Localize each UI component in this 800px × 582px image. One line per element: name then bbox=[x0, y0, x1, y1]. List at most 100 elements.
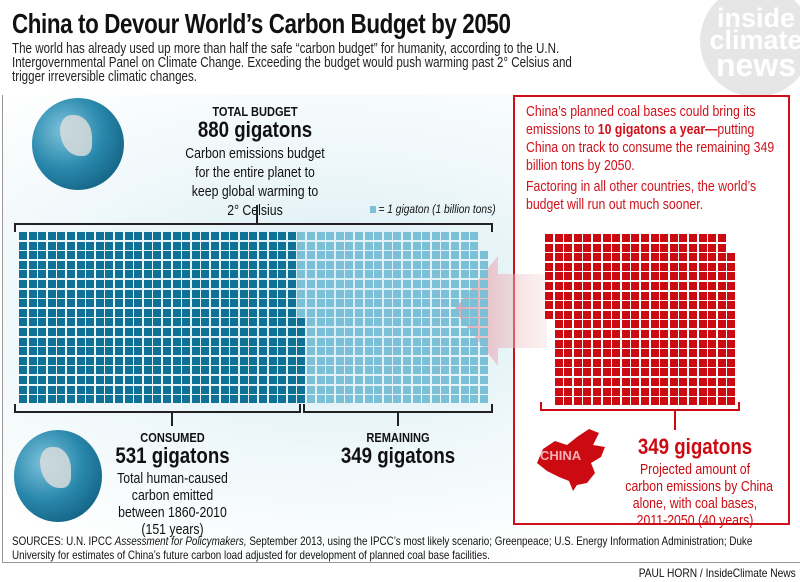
total-desc: 2° Celsius bbox=[227, 202, 283, 219]
remaining-square bbox=[335, 308, 344, 317]
china-square bbox=[717, 234, 726, 242]
consumed-square bbox=[86, 232, 95, 240]
consumed-square bbox=[211, 318, 219, 327]
china-square bbox=[554, 387, 563, 396]
china-square bbox=[554, 282, 563, 290]
consumed-square bbox=[76, 280, 85, 288]
china-square bbox=[554, 378, 563, 386]
remaining-square bbox=[364, 337, 373, 346]
china-square bbox=[708, 262, 717, 271]
remaining-square bbox=[470, 337, 479, 346]
consumed-square bbox=[143, 289, 152, 298]
china-square bbox=[689, 320, 697, 329]
remaining-square bbox=[403, 337, 411, 346]
remaining-square bbox=[383, 280, 392, 288]
remaining-square bbox=[441, 385, 450, 394]
remaining-square bbox=[479, 395, 488, 404]
china-square bbox=[708, 397, 717, 406]
consumed-square bbox=[115, 308, 123, 317]
remaining-square bbox=[307, 308, 315, 317]
consumed-square bbox=[28, 347, 37, 356]
remaining-square bbox=[422, 289, 431, 298]
consumed-square bbox=[67, 299, 75, 308]
consumed-square bbox=[38, 232, 47, 240]
remaining-square bbox=[374, 328, 383, 336]
remaining-square bbox=[374, 260, 383, 269]
consumed-square bbox=[143, 318, 152, 327]
consumed-square bbox=[230, 385, 239, 394]
china-square bbox=[602, 320, 611, 329]
consumed-square bbox=[57, 366, 66, 375]
remaining-square bbox=[364, 251, 373, 260]
remaining-square bbox=[345, 318, 354, 327]
remaining-square bbox=[431, 356, 440, 365]
consumed-square bbox=[259, 289, 267, 298]
consumed-square bbox=[278, 347, 287, 356]
remaining-square bbox=[355, 356, 363, 365]
remaining-square bbox=[441, 328, 450, 336]
china-square bbox=[727, 339, 736, 348]
remaining-square bbox=[460, 232, 469, 240]
consumed-square bbox=[239, 395, 248, 404]
consumed-square bbox=[95, 395, 104, 404]
consumed-square bbox=[95, 376, 104, 384]
consumed-square bbox=[38, 241, 47, 250]
consumed-square bbox=[172, 241, 181, 250]
china-square bbox=[717, 368, 726, 377]
remaining-square bbox=[403, 356, 411, 365]
remaining-square bbox=[460, 270, 469, 279]
remaining-square bbox=[297, 251, 306, 260]
remaining-square bbox=[451, 328, 459, 336]
remaining-value: 349 gigatons bbox=[340, 443, 456, 468]
remaining-square bbox=[441, 318, 450, 327]
consumed-square bbox=[239, 318, 248, 327]
china-square bbox=[689, 234, 697, 242]
remaining-square bbox=[307, 280, 315, 288]
consumed-square bbox=[38, 385, 47, 394]
remaining-square bbox=[470, 289, 479, 298]
consumed-square bbox=[105, 337, 114, 346]
china-square bbox=[564, 368, 573, 377]
remaining-square bbox=[345, 395, 354, 404]
consumed-square bbox=[249, 260, 258, 269]
consumed-square bbox=[19, 347, 27, 356]
china-square bbox=[564, 387, 573, 396]
china-square bbox=[698, 310, 707, 319]
consumed-square bbox=[249, 299, 258, 308]
china-square bbox=[621, 253, 630, 262]
china-square bbox=[554, 330, 563, 338]
china-square bbox=[650, 253, 659, 262]
consumed-square bbox=[57, 251, 66, 260]
consumed-square bbox=[86, 241, 95, 250]
consumed-square bbox=[143, 280, 152, 288]
consumed-square bbox=[67, 356, 75, 365]
consumed-square bbox=[38, 260, 47, 269]
remaining-square bbox=[403, 270, 411, 279]
remaining-square bbox=[470, 260, 479, 269]
remaining-square bbox=[393, 347, 402, 356]
consumed-caption: CONSUMED bbox=[140, 430, 205, 445]
china-square bbox=[564, 301, 573, 310]
remaining-square bbox=[297, 280, 306, 288]
china-square bbox=[631, 368, 640, 377]
china-paragraph-1: China’s planned coal bases could bring i… bbox=[526, 103, 788, 175]
remaining-square bbox=[393, 328, 402, 336]
remaining-square bbox=[326, 356, 335, 365]
china-square bbox=[612, 262, 621, 271]
consumed-square bbox=[163, 308, 171, 317]
consumed-square bbox=[182, 347, 191, 356]
remaining-square bbox=[431, 347, 440, 356]
china-bracket bbox=[540, 402, 740, 411]
consumed-square bbox=[259, 337, 267, 346]
china-square bbox=[650, 243, 659, 252]
consumed-square bbox=[19, 356, 27, 365]
consumed-square bbox=[124, 280, 133, 288]
remaining-square bbox=[431, 385, 440, 394]
remaining-square bbox=[335, 232, 344, 240]
china-square bbox=[708, 291, 717, 300]
consumed-square bbox=[38, 337, 47, 346]
remaining-square bbox=[383, 328, 392, 336]
china-square bbox=[727, 253, 736, 262]
china-square bbox=[564, 243, 573, 252]
consumed-square bbox=[201, 289, 210, 298]
